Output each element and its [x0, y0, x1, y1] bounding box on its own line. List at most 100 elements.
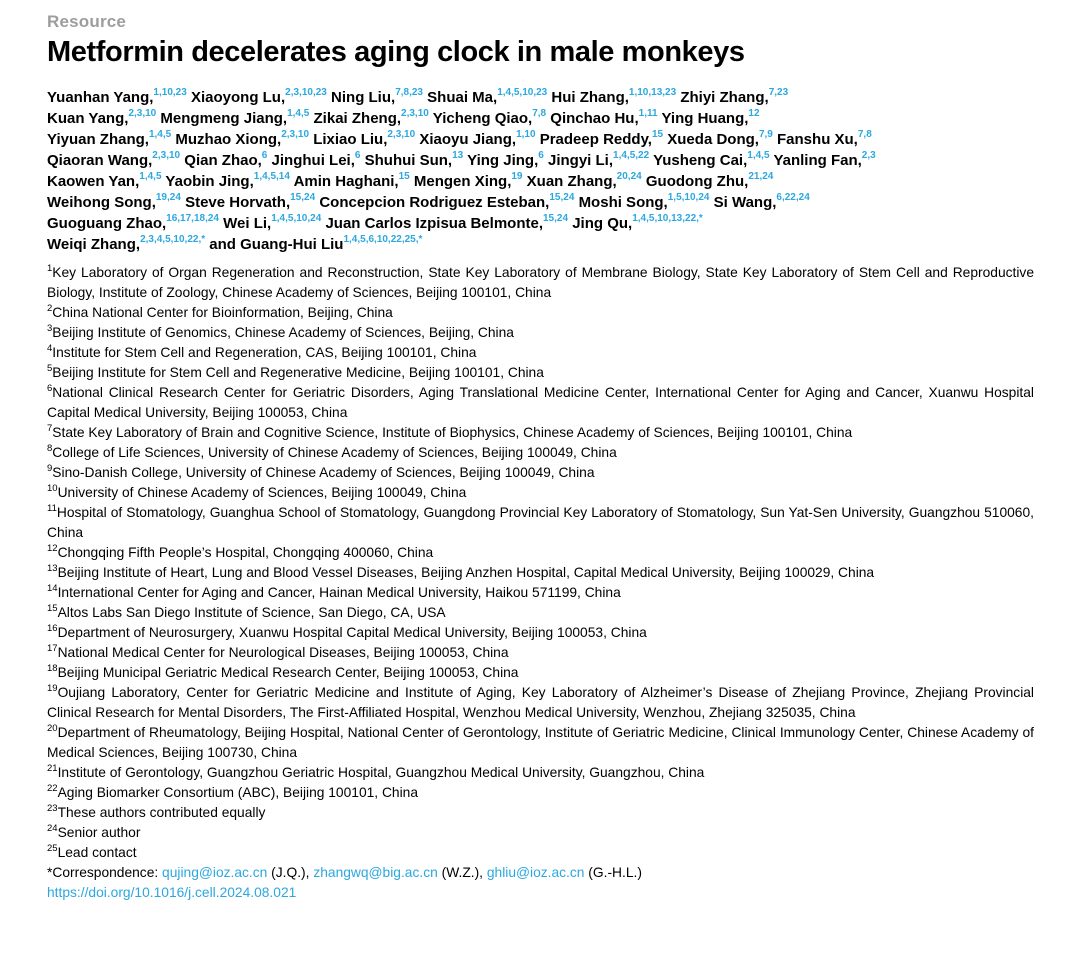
author-name: Moshi Song, — [578, 194, 668, 212]
author-line: Weihong Song,19,24 Steve Horvath,15,24 C… — [47, 192, 1034, 213]
author-name: Qinchao Hu, — [550, 110, 639, 128]
author-affiliation-superscript: 13 — [452, 150, 464, 162]
affiliation-number: 13 — [47, 562, 58, 574]
author-line: Kuan Yang,2,3,10 Mengmeng Jiang,1,4,5 Zi… — [47, 108, 1034, 129]
affiliation-line: 19Oujiang Laboratory, Center for Geriatr… — [47, 683, 1034, 723]
author-affiliation-superscript: 6 — [261, 150, 268, 162]
doi-line: https://doi.org/10.1016/j.cell.2024.08.0… — [47, 883, 1034, 903]
author-name: Juan Carlos Izpisua Belmonte, — [325, 215, 543, 233]
author-name: Steve Horvath, — [185, 194, 291, 212]
affiliation-number: 21 — [47, 762, 58, 774]
affiliation-line: 3Beijing Institute of Genomics, Chinese … — [47, 323, 1034, 343]
affiliation-line: 16Department of Neurosurgery, Xuanwu Hos… — [47, 623, 1034, 643]
affiliation-line: 10University of Chinese Academy of Scien… — [47, 483, 1034, 503]
affiliation-number: 17 — [47, 642, 58, 654]
author-affiliation-superscript: 1,10,13,23 — [628, 87, 677, 99]
affiliation-number: 23 — [47, 802, 58, 814]
affiliation-number: 14 — [47, 582, 58, 594]
author-affiliation-superscript: 1,4,5,6,10,22,25,* — [343, 234, 423, 246]
affiliation-line: 9Sino-Danish College, University of Chin… — [47, 463, 1034, 483]
affiliation-number: 8 — [47, 442, 53, 454]
affiliation-line: 24Senior author — [47, 823, 1034, 843]
author-name: Yuanhan Yang, — [47, 89, 154, 107]
author-affiliation-superscript: 15,24 — [290, 192, 316, 204]
affiliation-number: 19 — [47, 682, 58, 694]
affiliation-text: National Medical Center for Neurological… — [57, 645, 509, 661]
author-name: Qian Zhao, — [184, 152, 262, 170]
affiliation-line: 25Lead contact — [47, 843, 1034, 863]
correspondence-email-link[interactable]: ghliu@ioz.ac.cn — [486, 865, 585, 881]
author-name: Wei Li, — [223, 215, 272, 233]
author-name: Jinghui Lei, — [271, 152, 355, 170]
affiliation-number: 12 — [47, 542, 58, 554]
affiliation-line: 8College of Life Sciences, University of… — [47, 443, 1034, 463]
affiliation-text: University of Chinese Academy of Science… — [57, 485, 467, 501]
affiliation-line: 18Beijing Municipal Geriatric Medical Re… — [47, 663, 1034, 683]
author-name: Amin Haghani, — [293, 173, 399, 191]
affiliation-number: 3 — [47, 322, 53, 334]
affiliation-text: Beijing Institute of Heart, Lung and Blo… — [57, 565, 875, 581]
author-affiliation-superscript: 2,3 — [861, 150, 876, 162]
author-name: Yicheng Qiao, — [432, 110, 533, 128]
affiliation-number: 25 — [47, 842, 58, 854]
author-affiliation-superscript: 16,17,18,24 — [166, 213, 219, 225]
affiliation-number: 7 — [47, 422, 53, 434]
author-name: Yaobin Jing, — [165, 173, 254, 191]
author-line: Guoguang Zhao,16,17,18,24 Wei Li,1,4,5,1… — [47, 213, 1034, 234]
author-name: Jingyi Li, — [548, 152, 614, 170]
author-affiliation-superscript: 1,4,5,10,24 — [271, 213, 322, 225]
affiliation-text: Beijing Institute for Stem Cell and Rege… — [52, 365, 544, 381]
affiliation-text: Oujiang Laboratory, Center for Geriatric… — [47, 685, 1034, 721]
affiliation-line: 23These authors contributed equally — [47, 803, 1034, 823]
correspondence-line: *Correspondence: qujing@ioz.ac.cn (J.Q.)… — [47, 863, 1034, 883]
affiliation-text: National Clinical Research Center for Ge… — [47, 385, 1034, 421]
author-list: Yuanhan Yang,1,10,23 Xiaoyong Lu,2,3,10,… — [47, 87, 1034, 255]
author-affiliation-superscript: 1,4,5 — [139, 171, 162, 183]
author-name: Yanling Fan, — [773, 152, 862, 170]
correspondence-initials: (G.-H.L.) — [584, 865, 642, 881]
author-affiliation-superscript: 1,4,5,22 — [613, 150, 650, 162]
affiliation-line: 2China National Center for Bioinformatio… — [47, 303, 1034, 323]
affiliation-text: Altos Labs San Diego Institute of Scienc… — [57, 605, 446, 621]
author-name: Kaowen Yan, — [47, 173, 140, 191]
author-name: Jing Qu, — [572, 215, 633, 233]
author-line: Qiaoran Wang,2,3,10 Qian Zhao,6 Jinghui … — [47, 150, 1034, 171]
author-name: Hui Zhang, — [551, 89, 629, 107]
author-name: Xiaoyu Jiang, — [419, 131, 517, 149]
affiliation-number: 20 — [47, 722, 58, 734]
affiliation-line: 17National Medical Center for Neurologic… — [47, 643, 1034, 663]
affiliation-text: Institute of Gerontology, Guangzhou Geri… — [57, 765, 705, 781]
affiliation-line: 13Beijing Institute of Heart, Lung and B… — [47, 563, 1034, 583]
author-name: Guodong Zhu, — [645, 173, 749, 191]
author-affiliation-superscript: 15 — [651, 129, 664, 141]
author-affiliation-superscript: 15,24 — [549, 192, 575, 204]
author-affiliation-superscript: 15,24 — [543, 213, 569, 225]
author-name: Mengen Xing, — [413, 173, 512, 191]
article-type-label: Resource — [47, 12, 127, 31]
affiliation-number: 1 — [47, 262, 53, 274]
author-name: Lixiao Liu, — [313, 131, 388, 149]
author-affiliation-superscript: 7,23 — [768, 87, 789, 99]
affiliation-number: 10 — [47, 482, 58, 494]
affiliation-text: International Center for Aging and Cance… — [57, 585, 621, 601]
author-affiliation-superscript: 7,8,23 — [395, 87, 423, 99]
affiliation-number: 5 — [47, 362, 53, 374]
author-affiliation-superscript: 1,4,5,14 — [253, 171, 290, 183]
affiliation-text: Institute for Stem Cell and Regeneration… — [52, 345, 477, 361]
author-affiliation-superscript: 1,5,10,24 — [667, 192, 710, 204]
author-affiliation-superscript: 1,4,5,10,23 — [497, 87, 548, 99]
affiliation-text: Department of Neurosurgery, Xuanwu Hospi… — [57, 625, 647, 641]
author-name: Weiqi Zhang, — [47, 236, 141, 254]
correspondence-email-link[interactable]: qujing@ioz.ac.cn — [162, 865, 268, 881]
author-affiliation-superscript: 2,3,10 — [401, 108, 429, 120]
author-affiliation-superscript: 20,24 — [616, 171, 642, 183]
affiliation-line: 20Department of Rheumatology, Beijing Ho… — [47, 723, 1034, 763]
author-affiliation-superscript: 6 — [538, 150, 544, 162]
affiliation-text: Beijing Institute of Genomics, Chinese A… — [52, 325, 514, 341]
correspondence-initials: (J.Q.), — [267, 865, 314, 881]
author-affiliation-superscript: 7,8 — [532, 108, 547, 120]
correspondence-email-link[interactable]: zhangwq@big.ac.cn — [313, 865, 438, 881]
author-affiliation-superscript: 1,4,5 — [148, 129, 172, 141]
doi-link[interactable]: https://doi.org/10.1016/j.cell.2024.08.0… — [47, 885, 297, 901]
affiliation-number: 24 — [47, 822, 58, 834]
